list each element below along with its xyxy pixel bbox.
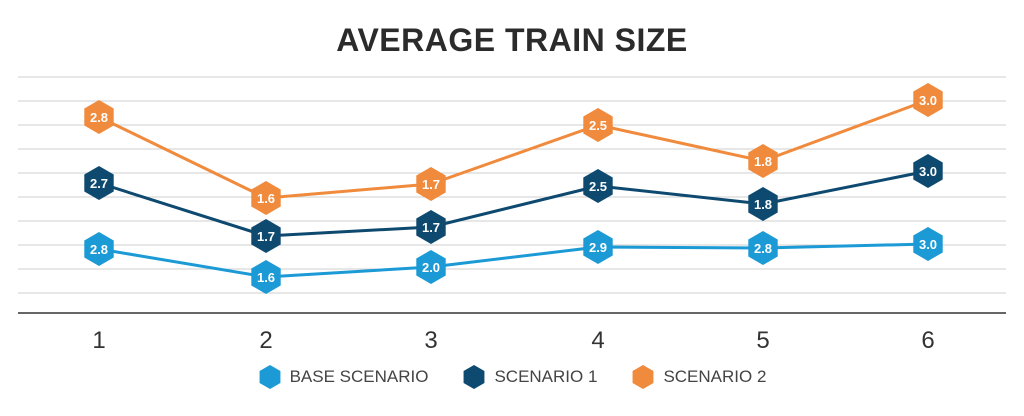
data-label: 2.8 [754, 241, 772, 256]
hexagon-marker [583, 230, 613, 264]
data-label: 1.6 [257, 270, 275, 285]
hexagon-marker [251, 219, 281, 253]
hexagon-icon [633, 365, 654, 389]
legend-label: BASE SCENARIO [289, 367, 429, 386]
data-label: 1.7 [257, 229, 275, 244]
legend-label: SCENARIO 2 [663, 367, 767, 386]
data-point: 3.0 [913, 227, 943, 261]
data-point: 1.6 [251, 260, 281, 294]
legend-item-scenario-2: SCENARIO 2 [631, 364, 766, 390]
data-point: 2.5 [583, 169, 613, 203]
hexagon-marker [84, 100, 114, 134]
data-point: 1.8 [748, 187, 778, 221]
hexagon-marker [748, 231, 778, 265]
x-tick-label: 6 [921, 327, 934, 354]
series-line [98, 242, 929, 279]
hexagon-marker [251, 181, 281, 215]
data-point: 2.5 [583, 108, 613, 142]
hexagon-marker [416, 250, 446, 284]
data-label: 3.0 [919, 164, 937, 179]
data-point: 1.8 [748, 144, 778, 178]
hexagon-icon [464, 365, 485, 389]
hexagon-marker [748, 187, 778, 221]
data-point: 2.9 [583, 230, 613, 264]
data-point: 3.0 [913, 83, 943, 117]
legend: BASE SCENARIO SCENARIO 1 SCENARIO 2 [0, 364, 1024, 390]
data-point: 2.0 [416, 250, 446, 284]
data-point: 1.7 [416, 167, 446, 201]
legend-hexagon [633, 365, 654, 389]
data-label: 1.7 [422, 177, 440, 192]
series-line [98, 169, 929, 238]
x-axis: 1 2 3 4 5 6 [18, 312, 1006, 354]
data-point: 1.7 [251, 219, 281, 253]
hexagon-marker [251, 260, 281, 294]
hexagon-marker [913, 154, 943, 188]
series-line [98, 98, 929, 200]
data-label: 1.8 [754, 197, 772, 212]
data-label: 2.5 [589, 118, 607, 133]
data-label: 1.8 [754, 154, 772, 169]
data-label: 2.0 [422, 260, 440, 275]
hexagon-marker [913, 83, 943, 117]
chart-title: AVERAGE TRAIN SIZE [336, 22, 688, 58]
hexagon-marker [416, 210, 446, 244]
x-tick-label: 4 [591, 327, 604, 354]
hexagon-marker [913, 227, 943, 261]
hexagon-marker [84, 232, 114, 266]
data-label: 2.5 [589, 179, 607, 194]
data-point: 2.8 [84, 100, 114, 134]
data-label: 3.0 [919, 93, 937, 108]
legend-item-scenario-1: SCENARIO 1 [462, 364, 597, 390]
data-label: 3.0 [919, 237, 937, 252]
legend-hexagon [259, 365, 281, 389]
data-label: 2.7 [90, 176, 108, 191]
data-label: 2.8 [90, 110, 108, 125]
gridlines [18, 76, 1006, 294]
data-point: 2.7 [84, 166, 114, 200]
legend-hexagon [464, 365, 485, 389]
data-point: 1.7 [416, 210, 446, 244]
x-tick-label: 1 [92, 327, 105, 354]
legend-label: SCENARIO 1 [494, 367, 598, 386]
x-tick-label: 3 [424, 327, 437, 354]
data-label: 2.8 [90, 242, 108, 257]
data-label: 1.7 [422, 220, 440, 235]
legend-item-base-scenario: BASE SCENARIO [258, 364, 429, 390]
data-point: 2.8 [84, 232, 114, 266]
series-lines [98, 98, 929, 279]
data-point: 1.6 [251, 181, 281, 215]
hexagon-marker [748, 144, 778, 178]
hexagon-marker [583, 169, 613, 203]
hexagon-marker [84, 166, 114, 200]
x-tick-label: 5 [756, 327, 769, 354]
x-tick-label: 2 [259, 327, 272, 354]
hexagon-marker [416, 167, 446, 201]
data-label: 1.6 [257, 191, 275, 206]
data-point: 2.8 [748, 231, 778, 265]
data-markers: 2.8 1.6 2.0 2.9 2.8 3.0 2.7 1.7 1.7 2.5 1.8 3.0 2.8 1… [84, 83, 943, 294]
hexagon-icon [259, 365, 281, 389]
data-label: 2.9 [589, 240, 607, 255]
data-point: 3.0 [913, 154, 943, 188]
hexagon-marker [583, 108, 613, 142]
